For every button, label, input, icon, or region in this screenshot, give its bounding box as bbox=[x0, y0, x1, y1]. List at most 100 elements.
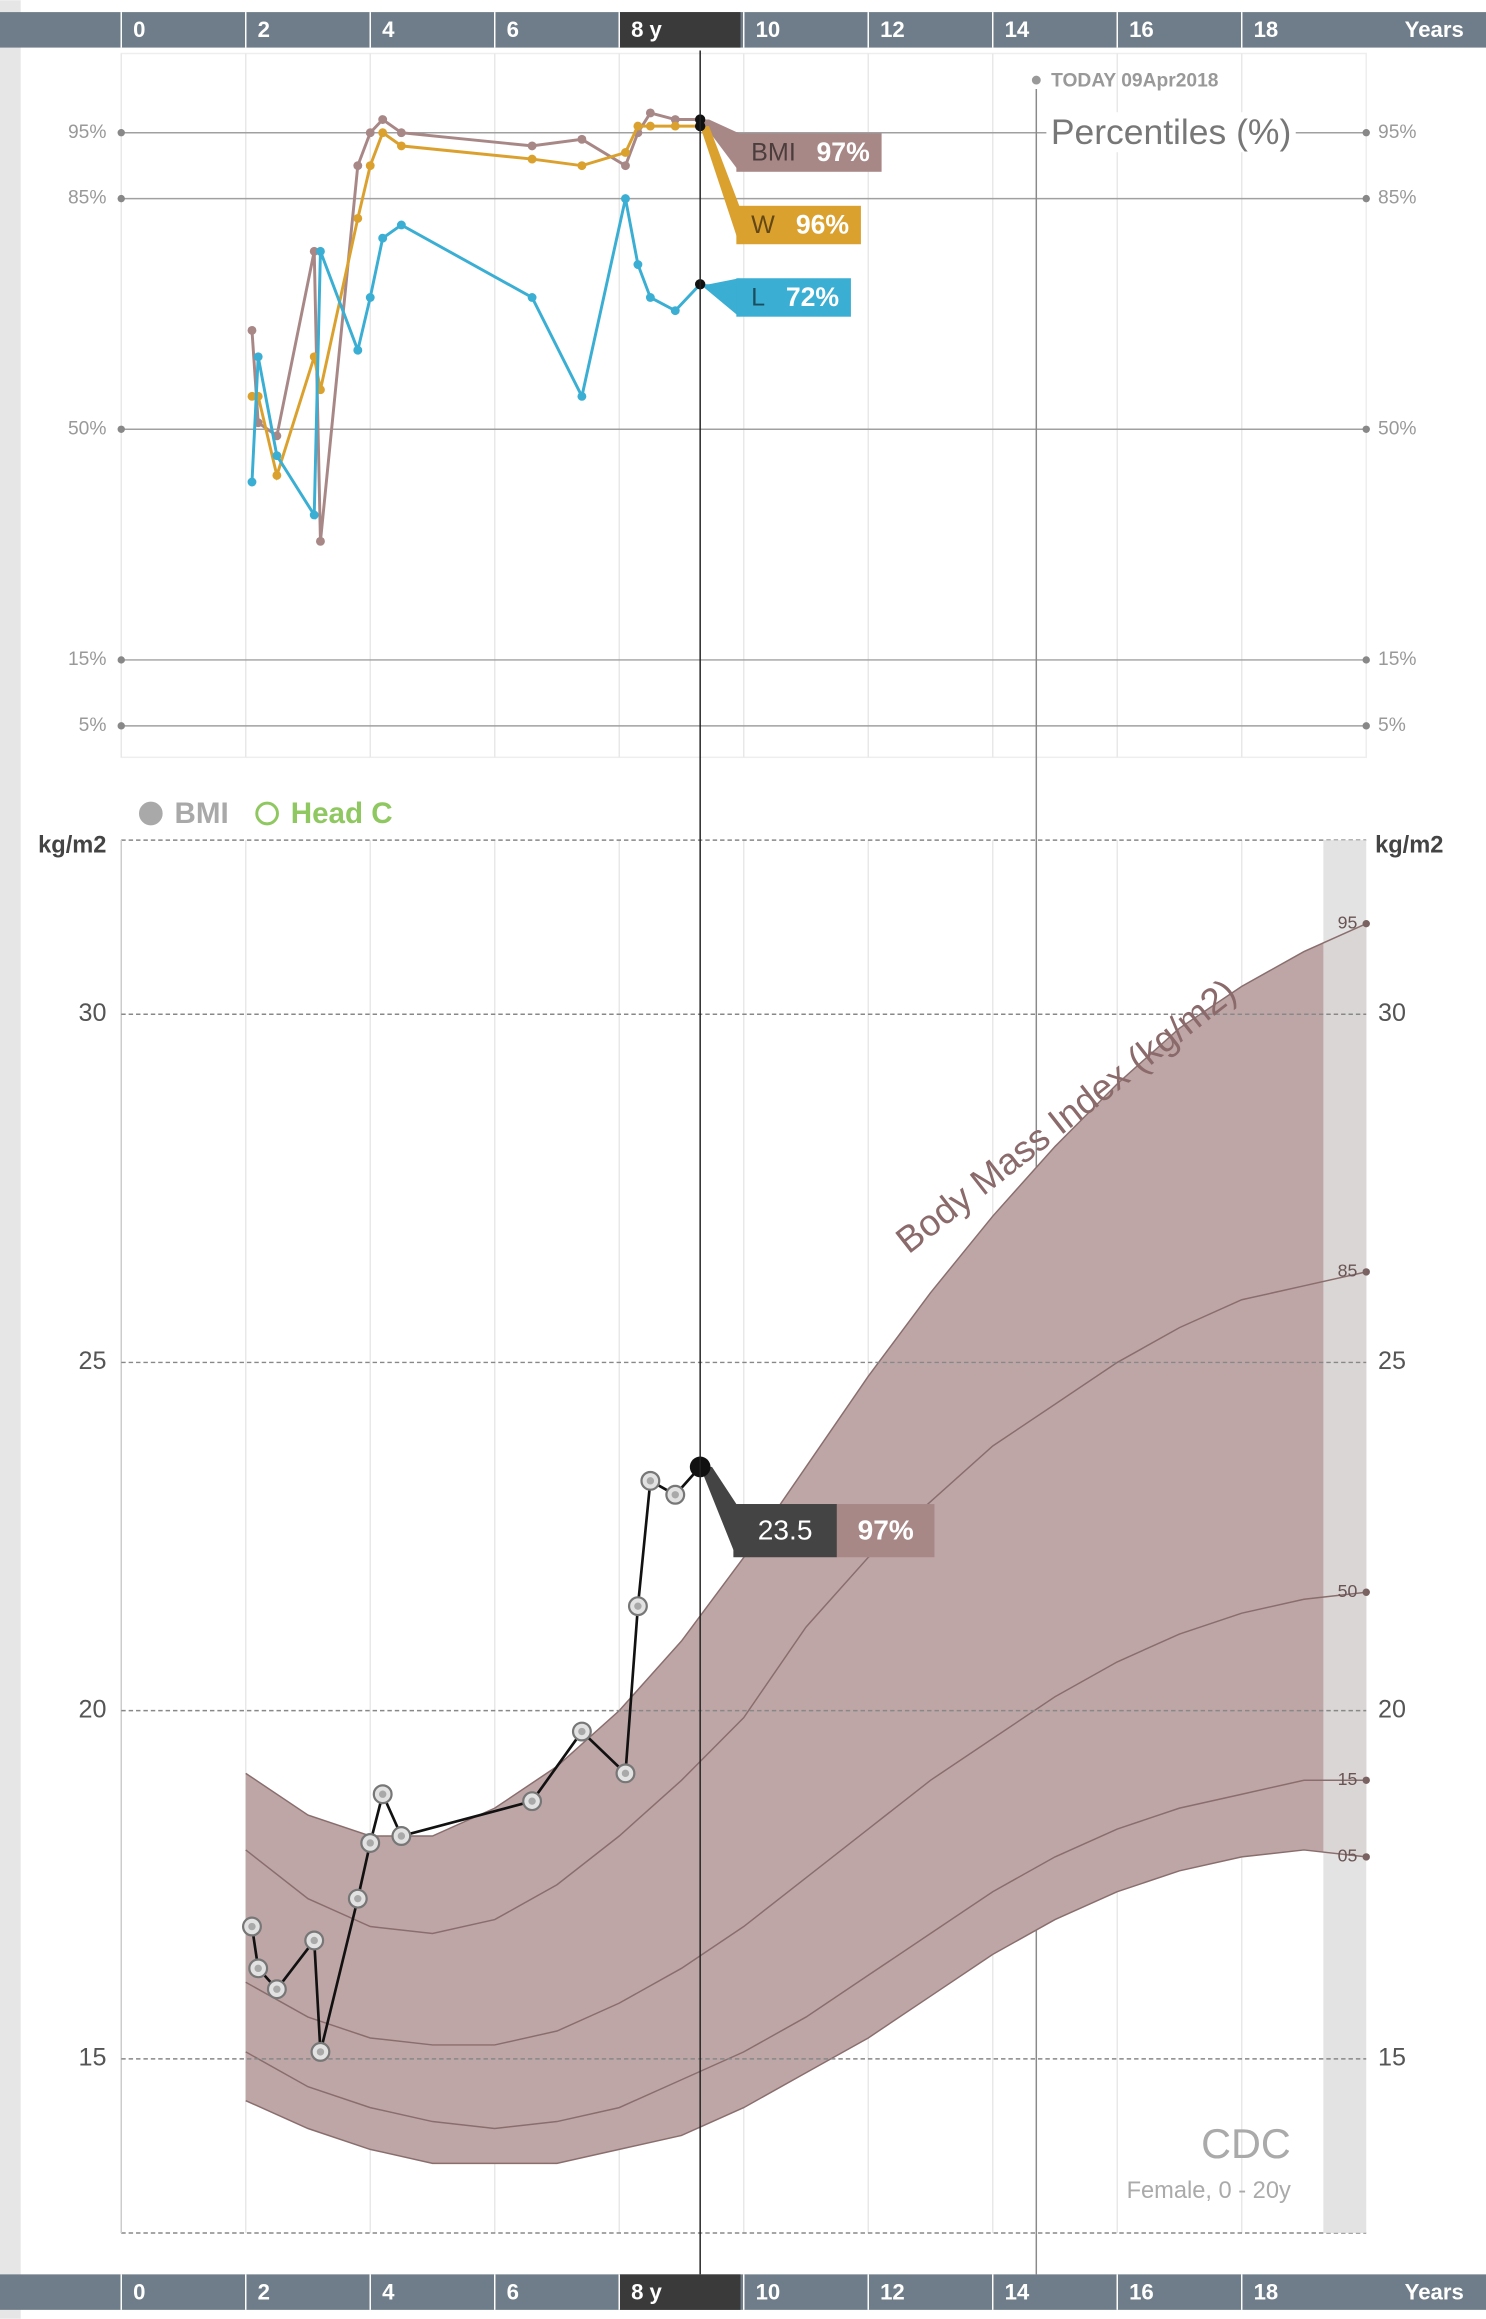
percentile-point bbox=[353, 345, 363, 355]
y-tick-label-right: 15 bbox=[1378, 2044, 1406, 2072]
callout-box bbox=[736, 205, 861, 245]
y-tick-label-right: 5% bbox=[1378, 715, 1406, 736]
bmi-point-core bbox=[378, 1790, 387, 1798]
percentile-point bbox=[633, 260, 643, 269]
percentile-point bbox=[645, 121, 655, 131]
callout-percentile: 97% bbox=[858, 1515, 914, 1546]
curve-end-dot bbox=[1362, 919, 1370, 928]
bmi-point-core bbox=[646, 1477, 655, 1485]
percentile-point bbox=[309, 510, 319, 520]
y-tick-label-right: 85% bbox=[1378, 188, 1416, 209]
y-tick-label-right: 50% bbox=[1378, 418, 1416, 439]
tick-dot bbox=[1362, 194, 1370, 203]
x-tick-label: 16 bbox=[1129, 2279, 1154, 2304]
y-tick-label: 25 bbox=[79, 1347, 107, 1375]
callout-percentile-box bbox=[836, 1504, 935, 1558]
legend-marker bbox=[255, 801, 279, 826]
bmi-point-core bbox=[578, 1727, 586, 1736]
bmi-point-core bbox=[248, 1922, 256, 1931]
current-age-highlight bbox=[619, 2274, 741, 2310]
percentile-point bbox=[621, 161, 630, 171]
bmi-point-core bbox=[316, 2048, 325, 2056]
percentile-line bbox=[251, 124, 701, 481]
percentile-point bbox=[670, 121, 680, 131]
percentile-point bbox=[621, 194, 630, 204]
bmi-point-core bbox=[254, 1964, 262, 1973]
y-tick-label: 15% bbox=[68, 649, 106, 670]
tick-dot bbox=[117, 194, 125, 203]
percentile-point bbox=[253, 352, 263, 362]
x-tick-label: 2 bbox=[258, 17, 270, 42]
callout-arrow bbox=[700, 1466, 737, 1558]
bmi-point-core bbox=[634, 1602, 642, 1610]
curve-end-dot bbox=[1362, 1776, 1370, 1784]
x-tick-label: 8 y bbox=[631, 17, 662, 42]
percentile-point bbox=[396, 128, 406, 138]
percentile-point bbox=[670, 115, 680, 124]
callout-value: 97% bbox=[817, 137, 870, 167]
percentile-point bbox=[365, 161, 375, 171]
percentile-point bbox=[527, 141, 537, 151]
x-tick-label: 10 bbox=[756, 17, 781, 42]
tick-dot bbox=[117, 129, 125, 137]
x-tick-label: 12 bbox=[880, 2279, 905, 2304]
y-axis-label: kg/m2 bbox=[38, 832, 106, 858]
y-tick-label-right: 30 bbox=[1378, 999, 1406, 1027]
chart-title: Percentiles (%) bbox=[1051, 112, 1291, 152]
y-tick-label: 15 bbox=[79, 2044, 107, 2072]
reference-curve bbox=[245, 1849, 1367, 2165]
callout-arrow bbox=[700, 278, 740, 317]
legend-label: BMI bbox=[174, 797, 228, 830]
current-age-highlight bbox=[619, 12, 741, 48]
bmi-point-core bbox=[528, 1797, 536, 1805]
curve-label: 95 bbox=[1338, 912, 1358, 932]
x-tick-label: 4 bbox=[382, 2279, 395, 2304]
x-tick-label: 2 bbox=[258, 2279, 270, 2304]
percentile-point bbox=[272, 470, 282, 480]
percentile-point bbox=[577, 161, 587, 171]
percentile-point bbox=[645, 108, 655, 118]
legend-label: Head C bbox=[291, 797, 393, 830]
x-tick-label: 18 bbox=[1254, 2279, 1279, 2304]
percentile-point bbox=[670, 306, 680, 316]
callout-name: L bbox=[751, 284, 765, 312]
curve-end-dot bbox=[1362, 1853, 1370, 1861]
title-background bbox=[1046, 112, 1296, 153]
x-tick-label: 6 bbox=[507, 2279, 519, 2304]
bmi-line bbox=[250, 1466, 702, 2053]
callout-name: BMI bbox=[751, 139, 796, 167]
x-tick-label: 12 bbox=[880, 17, 905, 42]
percentile-point bbox=[316, 246, 325, 256]
percentile-point bbox=[365, 293, 375, 302]
y-axis-label-right: kg/m2 bbox=[1375, 832, 1443, 858]
curve-label: 85 bbox=[1338, 1261, 1358, 1281]
tick-dot bbox=[1362, 656, 1370, 664]
percentile-point bbox=[396, 141, 406, 151]
tick-dot bbox=[1362, 425, 1370, 433]
y-tick-label-right: 25 bbox=[1378, 1347, 1406, 1375]
today-dot bbox=[1031, 75, 1041, 85]
y-tick-label: 50% bbox=[68, 418, 106, 439]
y-tick-label: 85% bbox=[68, 188, 106, 209]
x-axis-label: Years bbox=[1405, 2279, 1464, 2304]
x-tick-label: 4 bbox=[382, 17, 395, 42]
percentile-point bbox=[527, 293, 537, 302]
bmi-point-core bbox=[273, 1985, 281, 1993]
percentile-point bbox=[309, 246, 319, 256]
curve-label: 05 bbox=[1338, 1846, 1358, 1866]
percentile-point bbox=[353, 161, 363, 171]
callout-name: W bbox=[751, 211, 775, 239]
percentile-point bbox=[365, 128, 375, 138]
x-tick-label: 18 bbox=[1254, 17, 1279, 42]
x-tick-label: 14 bbox=[1005, 17, 1030, 42]
y-tick-label-right: 20 bbox=[1378, 1695, 1406, 1723]
percentile-point bbox=[378, 128, 388, 138]
subtitle: Female, 0 - 20y bbox=[1127, 2178, 1291, 2204]
percentile-point bbox=[247, 477, 257, 487]
age-limit-column bbox=[1323, 840, 1367, 2233]
x-tick-label: 0 bbox=[133, 2279, 145, 2304]
curve-end-dot bbox=[1362, 1268, 1370, 1276]
bmi-point-core bbox=[354, 1894, 362, 1903]
y-tick-label: 30 bbox=[79, 999, 107, 1027]
